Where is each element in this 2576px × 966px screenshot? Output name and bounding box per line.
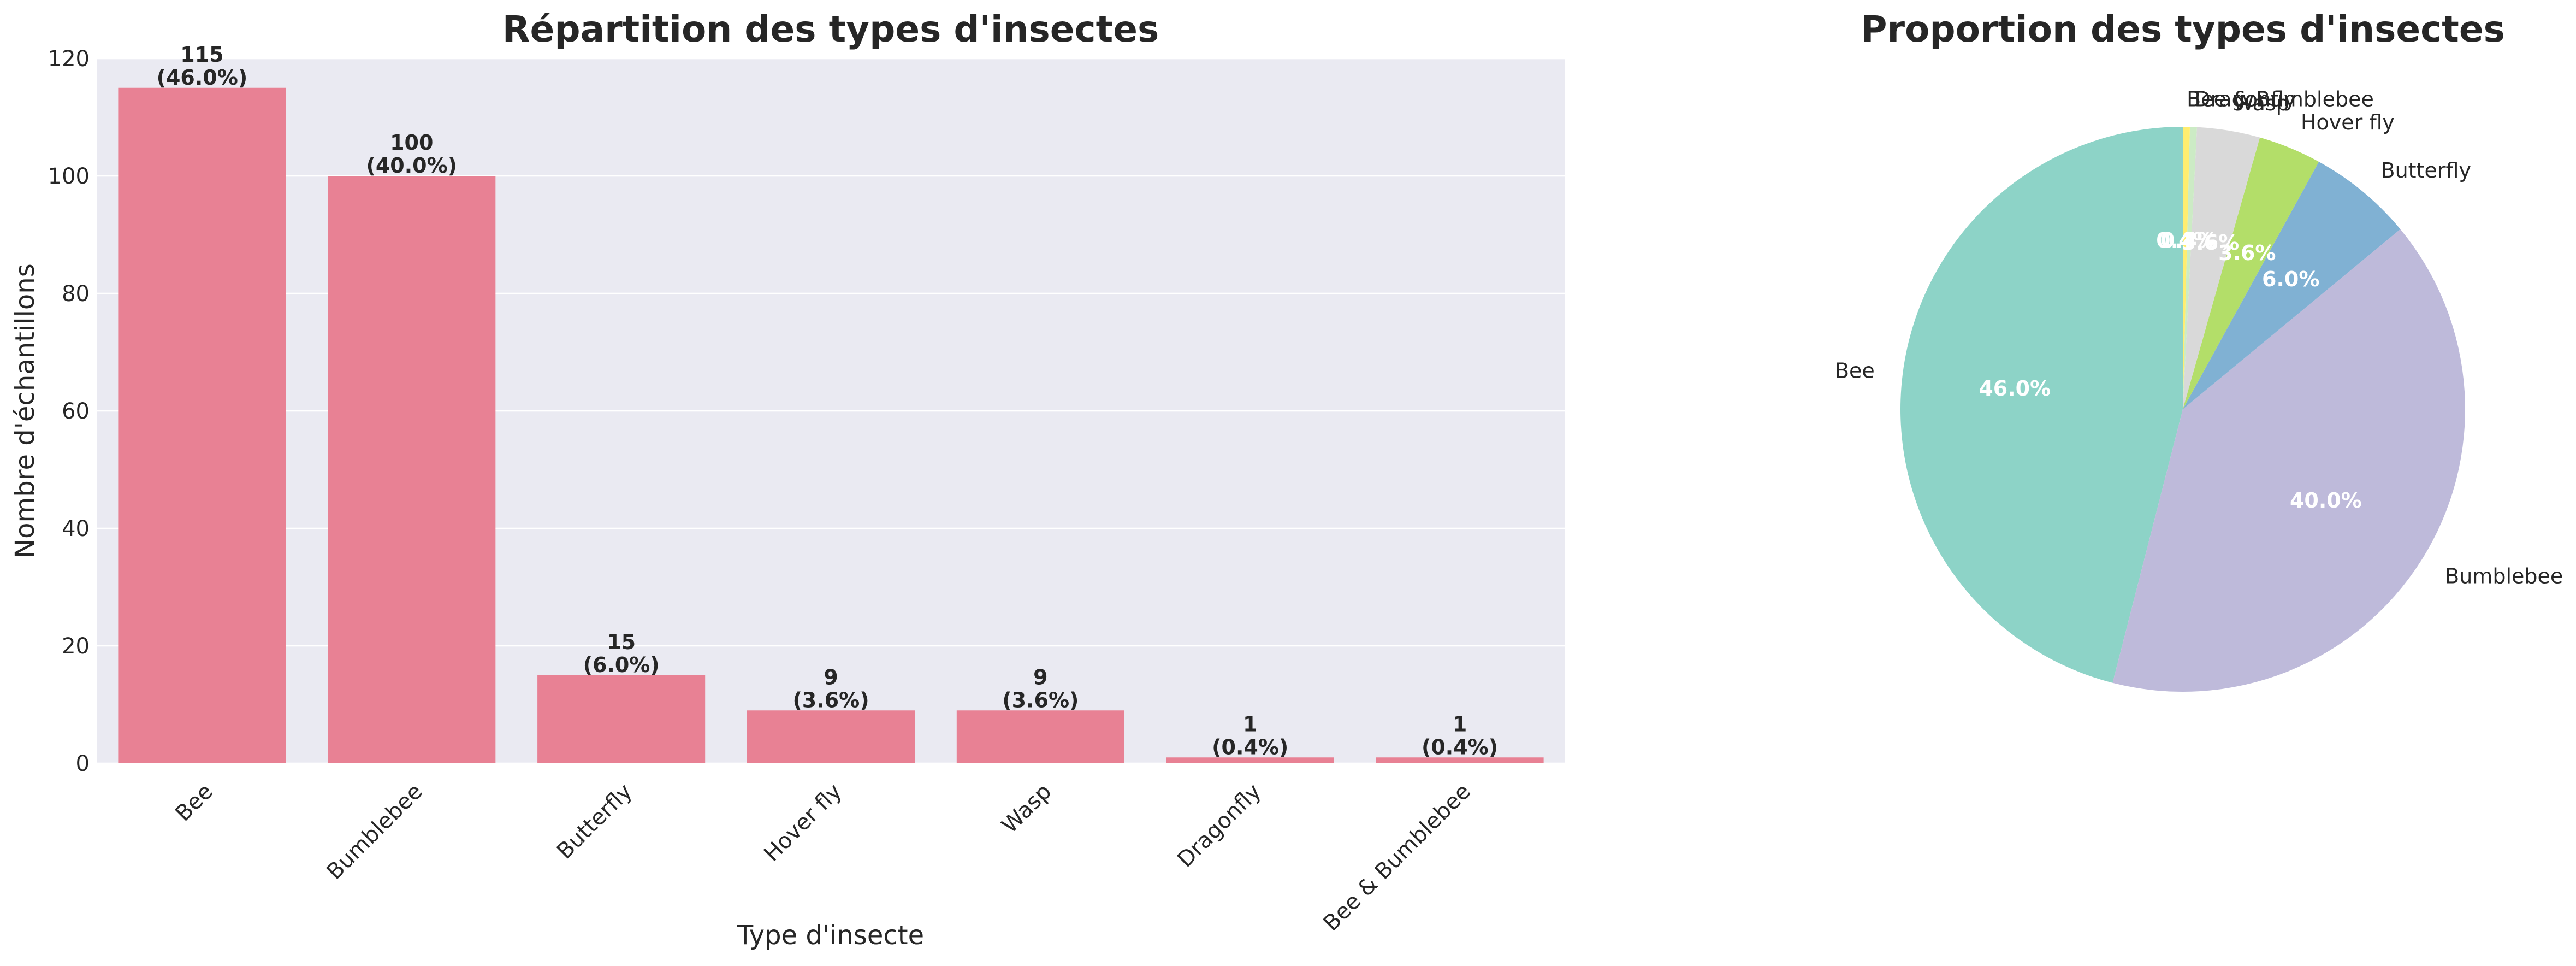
pie-slice: [1900, 127, 2183, 683]
pie-slice: [2183, 161, 2401, 409]
bar-x-ticks: Bee Bumblebee Butterfly Hover fly Wasp Dragon…: [170, 779, 1476, 936]
pie-percent-label: 6.0%: [2262, 267, 2319, 291]
pie-slice-label: Bee & Bumblebee: [2187, 87, 2374, 111]
pie-percent-label: 3.6%: [2218, 241, 2276, 265]
pie-chart: Bee Bumblebee Butterfly Hover fly WaspDragon…: [1835, 8, 2563, 692]
bar-chart-title: Répartition des types d'insectes: [502, 8, 1159, 50]
pie-chart-title: Proportion des types d'insectes: [1861, 8, 2505, 50]
pie-slices: [1900, 127, 2465, 692]
bar-y-tick-label: 20: [62, 634, 90, 659]
bar-y-tick-label: 60: [62, 399, 90, 424]
pie-slice: [2183, 137, 2319, 409]
bar-y-axis-label: Nombre d'échantillons: [10, 263, 40, 558]
pie-slice-label: Dragonfly: [2194, 87, 2296, 111]
bar: [1376, 757, 1544, 763]
bar-value-label: 15: [607, 630, 636, 654]
bar: [537, 675, 706, 763]
pie-slice-label: Wasp: [2233, 91, 2289, 115]
bar-y-tick-label: 40: [62, 516, 90, 541]
bar-percent-label: (0.4%): [1422, 735, 1498, 759]
bar-x-tick-label: Dragonfly: [1172, 779, 1266, 873]
pie-slice: [2183, 127, 2260, 409]
bar-y-tick-label: 100: [48, 164, 90, 189]
pie-slice-label: Butterfly: [2381, 158, 2471, 182]
pie-slice-label: Hover fly: [2301, 110, 2395, 134]
pie-slice: [2112, 229, 2465, 692]
bar-percent-label: (3.6%): [792, 688, 869, 712]
bar-y-ticks: 0 20 40 60 80 100 120: [48, 46, 90, 776]
bar: [747, 710, 915, 763]
bar-percent-label: (0.4%): [1212, 735, 1288, 759]
pie-percent-label: 46.0%: [1979, 376, 2051, 400]
bar-value-label: 9: [824, 665, 838, 689]
bar-value-label: 9: [1033, 665, 1047, 689]
bar: [1166, 757, 1334, 763]
bar: [118, 87, 286, 763]
bar-y-tick-label: 80: [62, 281, 90, 307]
pie-slice: [2183, 127, 2197, 409]
bar-x-tick-label: Bumblebee: [322, 779, 427, 885]
bar-percent-label: (46.0%): [157, 66, 248, 90]
bar-x-tick-label: Butterfly: [552, 779, 637, 864]
bar-value-labels: 115(46.0%)100(40.0%)15(6.0%)9(3.6%)9(3.6…: [157, 43, 1498, 759]
bar-value-label: 1: [1453, 712, 1467, 736]
pie-percent-labels: 46.0%40.0%6.0%3.6%3.6%0.4%0.4%: [1979, 228, 2362, 513]
pie-labels: Bee Bumblebee Butterfly Hover fly WaspDragon…: [1835, 87, 2563, 588]
bar-x-tick-label: Bee & Bumblebee: [1319, 779, 1476, 936]
bar-percent-label: (40.0%): [366, 154, 457, 178]
bar-percent-label: (6.0%): [583, 653, 660, 677]
bar-x-tick-label: Wasp: [997, 779, 1057, 839]
bar-x-axis-label: Type d'insecte: [737, 920, 924, 951]
bar-y-tick-label: 120: [48, 46, 90, 72]
bar-value-label: 1: [1243, 712, 1257, 736]
bar-chart: 115(46.0%)100(40.0%)15(6.0%)9(3.6%)9(3.6…: [10, 8, 1565, 951]
pie-slice-label: Bee: [1835, 359, 1875, 383]
bar-percent-label: (3.6%): [1002, 688, 1079, 712]
bar-value-label: 115: [180, 43, 223, 67]
bar-series: [118, 87, 1544, 763]
bar-x-tick-label: Bee: [170, 779, 218, 827]
pie-slice: [2183, 127, 2190, 409]
bar: [956, 710, 1124, 763]
pie-percent-label: 3.6%: [2182, 231, 2239, 255]
bar-x-tick-label: Hover fly: [759, 779, 846, 867]
pie-percent-label: 0.4%: [2156, 228, 2213, 252]
bar-value-label: 100: [390, 131, 433, 155]
pie-slice-label: Bumblebee: [2445, 564, 2563, 588]
bar: [328, 176, 496, 763]
pie-percent-label: 40.0%: [2290, 488, 2362, 513]
bar-y-tick-label: 0: [76, 751, 90, 776]
pie-percent-label: 0.4%: [2160, 228, 2218, 252]
